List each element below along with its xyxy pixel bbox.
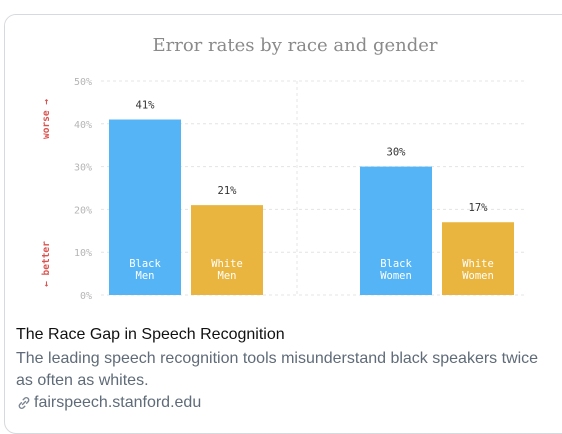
preview-meta: The Race Gap in Speech Recognition The l… xyxy=(16,325,556,412)
link-icon xyxy=(16,395,32,411)
y-tick-label: 30% xyxy=(74,163,92,174)
bar-category-label: Black xyxy=(380,258,412,270)
bar-category-label: White xyxy=(211,258,243,270)
bar-chart: Error rates by race and gender 0% 10% 20% 30… xyxy=(41,35,527,302)
preview-title[interactable]: The Race Gap in Speech Recognition xyxy=(16,326,285,343)
bar-category-label: Women xyxy=(380,270,412,282)
bar xyxy=(109,119,181,296)
worse-annotation: worse → xyxy=(41,99,52,139)
bar xyxy=(442,222,514,295)
chart-title: Error rates by race and gender xyxy=(152,35,437,56)
bar-category-label: Black xyxy=(129,258,161,270)
chart-image[interactable]: Error rates by race and gender 0% 10% 20% 30… xyxy=(5,15,562,327)
bar-value-label: 30% xyxy=(387,147,407,159)
link-preview-card[interactable]: Error rates by race and gender 0% 10% 20% 30… xyxy=(4,14,562,434)
better-annotation: ← better xyxy=(41,241,52,287)
bar xyxy=(191,205,263,295)
bar-category-label: Men xyxy=(218,270,237,282)
y-tick-label: 40% xyxy=(74,120,92,131)
bar xyxy=(360,166,432,295)
preview-link[interactable]: fairspeech.stanford.edu xyxy=(16,394,556,412)
y-tick-label: 10% xyxy=(74,248,92,259)
bar-value-label: 17% xyxy=(469,202,489,214)
preview-domain[interactable]: fairspeech.stanford.edu xyxy=(34,394,202,411)
bar-value-label: 21% xyxy=(218,185,238,197)
bar-category-label: Men xyxy=(136,270,155,282)
preview-description: The leading speech recognition tools mis… xyxy=(16,350,539,389)
y-tick-label: 20% xyxy=(74,205,92,216)
bar-value-label: 41% xyxy=(136,100,156,112)
y-tick-label: 0% xyxy=(80,291,92,302)
bar-category-label: Women xyxy=(462,270,494,282)
bar-category-label: White xyxy=(462,258,494,270)
y-tick-label: 50% xyxy=(74,77,92,88)
